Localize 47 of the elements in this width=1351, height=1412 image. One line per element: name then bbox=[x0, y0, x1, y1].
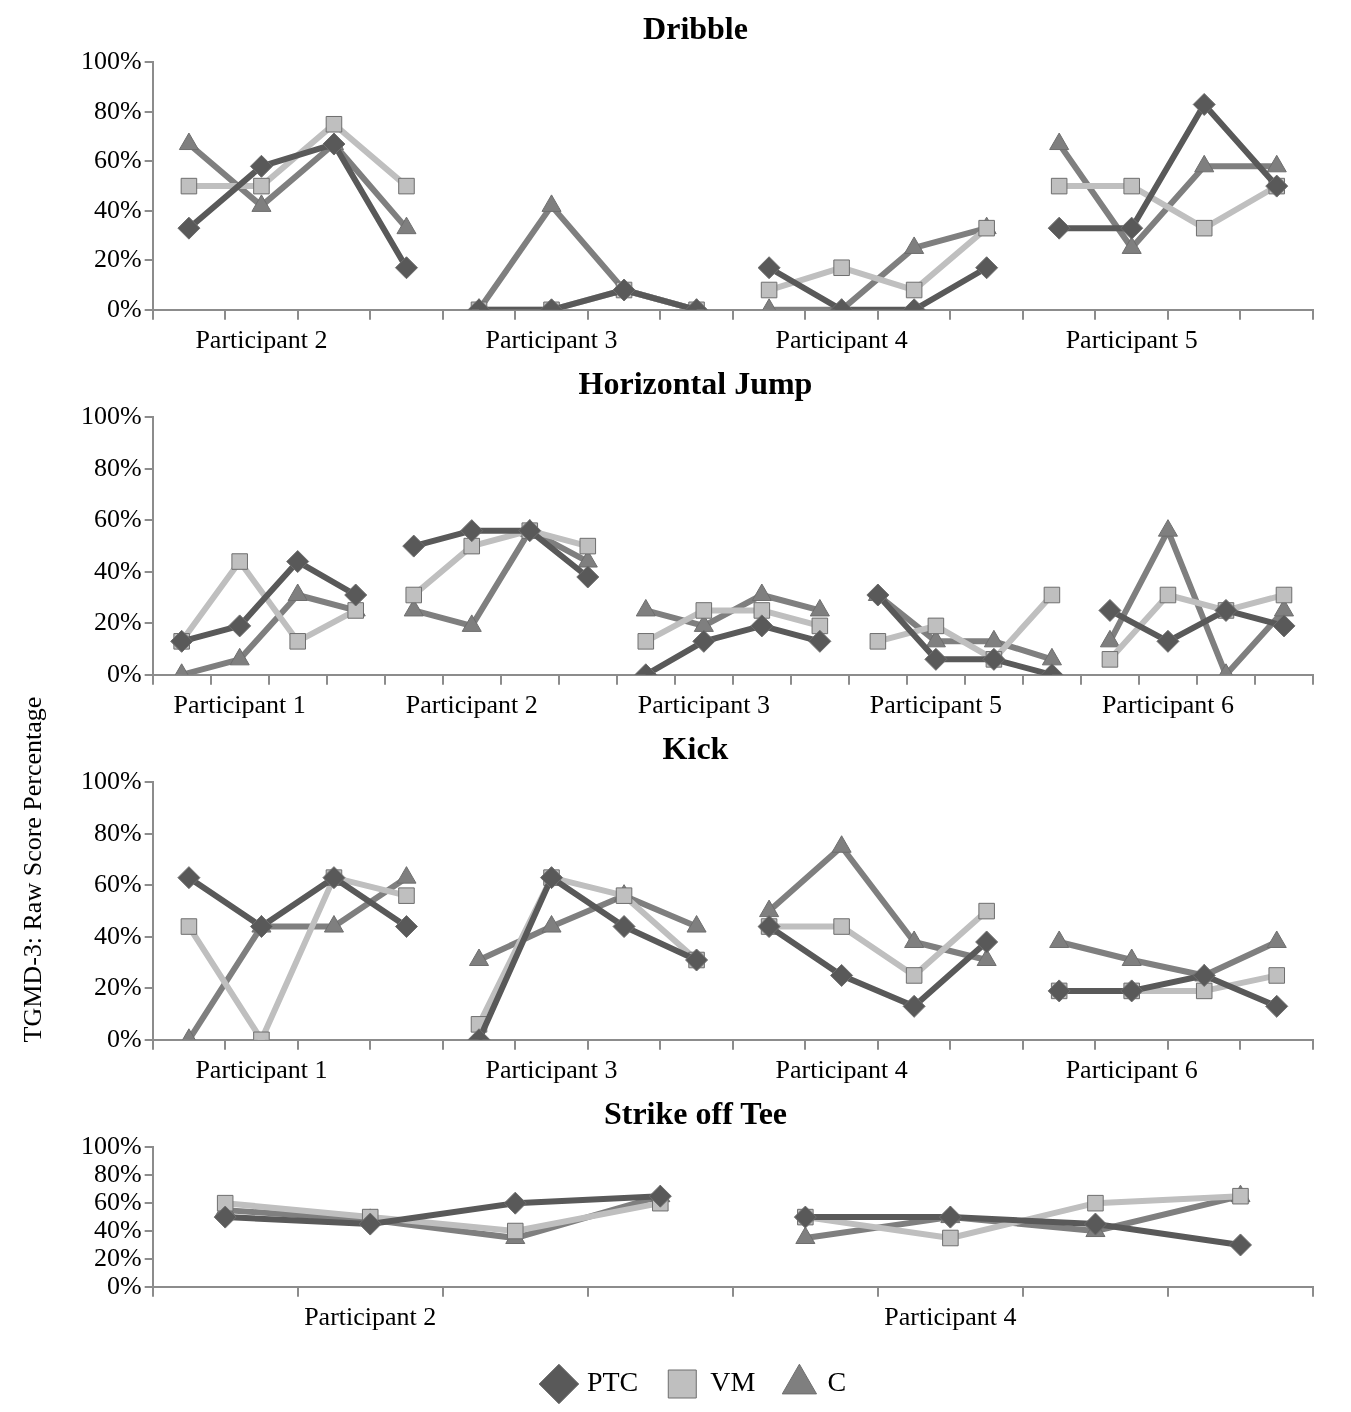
y-tick-label: 60% bbox=[93, 504, 142, 534]
x-tick-label: Participant 5 bbox=[1065, 325, 1198, 355]
y-tick-label: 0% bbox=[106, 658, 142, 688]
x-tick-label: Participant 4 bbox=[775, 1055, 908, 1085]
y-tick-label: 40% bbox=[93, 555, 142, 585]
y-tick-label: 80% bbox=[93, 95, 142, 125]
x-tick-label: Participant 4 bbox=[775, 325, 908, 355]
y-tick-label: 0% bbox=[106, 1270, 142, 1300]
x-tick-label: Participant 5 bbox=[869, 690, 1002, 720]
chart-title: Horizontal Jump bbox=[578, 365, 813, 402]
chart-title: Strike off Tee bbox=[603, 1095, 788, 1132]
x-tick-label: Participant 3 bbox=[485, 1055, 618, 1085]
y-tick-label: 100% bbox=[80, 46, 142, 76]
chart-title: Dribble bbox=[643, 10, 748, 47]
y-tick-label: 80% bbox=[93, 452, 142, 482]
y-tick-label: 0% bbox=[106, 293, 142, 323]
x-tick-label: Participant 1 bbox=[195, 1055, 328, 1085]
y-tick-label: 60% bbox=[93, 869, 142, 899]
x-tick-label: Participant 4 bbox=[884, 1302, 1017, 1332]
y-axis-title: TGMD-3: Raw Score Percentage bbox=[18, 696, 48, 1042]
x-tick-label: Participant 6 bbox=[1101, 690, 1235, 720]
y-tick-label: 40% bbox=[93, 194, 142, 224]
y-tick-label: 100% bbox=[80, 1131, 142, 1161]
legend-label: PTC bbox=[586, 1366, 639, 1398]
x-tick-label: Participant 6 bbox=[1065, 1055, 1198, 1085]
y-tick-label: 80% bbox=[93, 817, 142, 847]
y-tick-label: 60% bbox=[93, 145, 142, 175]
y-tick-label: 40% bbox=[93, 920, 142, 950]
x-tick-label: Participant 3 bbox=[637, 690, 770, 720]
x-tick-label: Participant 2 bbox=[304, 1302, 437, 1332]
y-tick-label: 20% bbox=[93, 244, 142, 274]
x-tick-label: Participant 2 bbox=[405, 690, 538, 720]
x-tick-label: Participant 1 bbox=[173, 690, 306, 720]
y-tick-label: 60% bbox=[93, 1186, 142, 1216]
x-tick-label: Participant 3 bbox=[485, 325, 618, 355]
x-tick-label: Participant 2 bbox=[195, 325, 328, 355]
y-tick-label: 100% bbox=[80, 766, 142, 796]
y-tick-label: 20% bbox=[93, 972, 142, 1002]
y-tick-label: 100% bbox=[80, 401, 142, 431]
y-tick-label: 80% bbox=[93, 1159, 142, 1189]
y-tick-label: 20% bbox=[93, 607, 142, 637]
y-tick-label: 20% bbox=[93, 1242, 142, 1272]
chart-title: Kick bbox=[662, 730, 729, 767]
y-tick-label: 40% bbox=[93, 1214, 142, 1244]
y-tick-label: 0% bbox=[106, 1023, 142, 1053]
legend-label: VM bbox=[710, 1366, 756, 1398]
legend-label: C bbox=[827, 1366, 847, 1398]
